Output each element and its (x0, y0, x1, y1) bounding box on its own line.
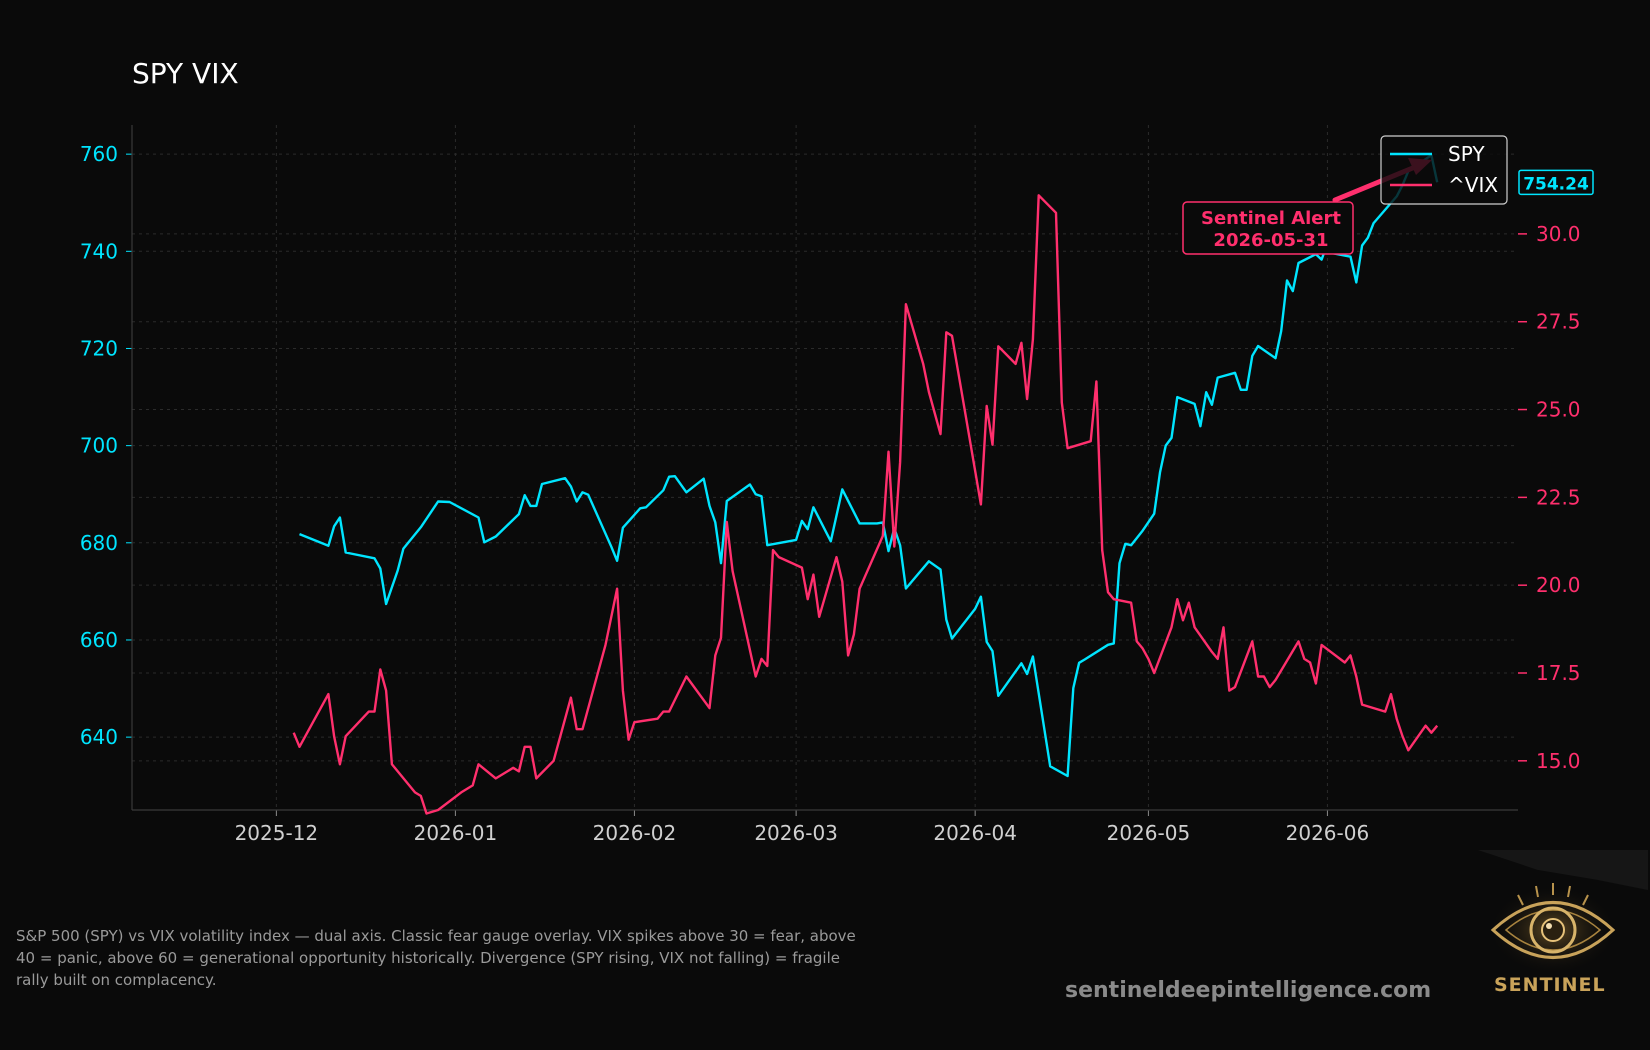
x-tick-label: 2026-01 (414, 821, 498, 845)
y-right-tick-label: 30.0 (1536, 222, 1581, 246)
y-right-tick-label: 22.5 (1536, 485, 1581, 509)
x-tick-label: 2026-05 (1107, 821, 1191, 845)
y-right-tick-label: 17.5 (1536, 661, 1581, 685)
y-right-tick-label: 27.5 (1536, 310, 1581, 334)
chart-title: SPY VIX (132, 57, 239, 90)
x-tick-label: 2026-06 (1286, 821, 1370, 845)
y-left-tick-label: 660 (80, 628, 118, 652)
y-right-tick-label: 25.0 (1536, 398, 1581, 422)
legend-label: ^VIX (1448, 173, 1498, 197)
y-left-tick-label: 720 (80, 336, 118, 360)
series-layer: 754.24 (292, 153, 1594, 815)
x-tick-label: 2026-04 (933, 821, 1017, 845)
y-right-tick-label: 20.0 (1536, 573, 1581, 597)
x-tick-label: 2026-02 (593, 821, 677, 845)
y-left-tick-label: 640 (80, 725, 118, 749)
last-value-badge-box (1518, 169, 1594, 196)
y-right-tick-label: 15.0 (1536, 749, 1581, 773)
annotation-box (1182, 201, 1354, 255)
series-line-spy (299, 153, 1439, 778)
series-line-vix (292, 194, 1439, 815)
legend-label: SPY (1448, 142, 1485, 166)
axes: 2025-12 2026-01 2026-02 2026-03 2026-04 2026-… (80, 125, 1581, 845)
last-value-badge-text: 754.24 (1523, 174, 1589, 194)
sentinel-eye-logo (1478, 850, 1648, 975)
x-tick-label: 2025-12 (235, 821, 319, 845)
sentinel-logo-text: SENTINEL (1494, 974, 1606, 996)
chart-caption: S&P 500 (SPY) vs VIX volatility index — … (16, 927, 856, 989)
legend: SPY ^VIX (1380, 135, 1508, 205)
x-tick-label: 2026-03 (754, 821, 838, 845)
y-left-tick-label: 760 (80, 142, 118, 166)
annotation-date: 2026-05-31 (1213, 230, 1328, 251)
y-left-tick-label: 740 (80, 239, 118, 263)
y-left-tick-label: 700 (80, 434, 118, 458)
annotation-title: Sentinel Alert (1201, 208, 1341, 229)
footer-website-link[interactable]: sentineldeepintelligence.com (1065, 978, 1432, 1003)
y-left-tick-label: 680 (80, 531, 118, 555)
